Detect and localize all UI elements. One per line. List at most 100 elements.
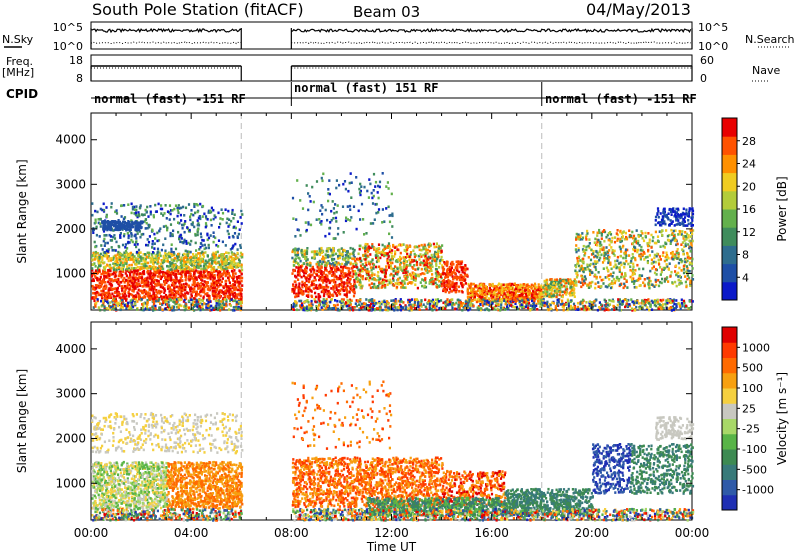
power-cell <box>320 251 323 254</box>
power-cell <box>435 276 438 279</box>
power-cell <box>387 255 390 258</box>
power-cell <box>228 295 231 298</box>
power-cell <box>218 275 221 279</box>
power-cell <box>367 249 370 252</box>
power-cell <box>512 286 515 290</box>
power-cell <box>496 294 499 297</box>
power-cell <box>163 283 166 286</box>
power-cell <box>216 283 219 287</box>
power-cell <box>157 279 160 283</box>
power-cell <box>181 253 185 257</box>
power-cell <box>207 236 211 240</box>
power-cell <box>119 256 122 259</box>
power-cell <box>300 275 303 279</box>
power-cell <box>117 222 120 226</box>
power-cell <box>108 287 111 290</box>
power-cell <box>186 250 189 253</box>
power-cell <box>208 297 211 300</box>
power-cell <box>295 254 298 257</box>
power-cell <box>291 290 294 293</box>
power-cell <box>220 253 223 256</box>
power-cell <box>151 229 154 232</box>
power-cell <box>238 228 241 231</box>
power-cell <box>215 251 218 254</box>
power-cell <box>239 281 242 285</box>
power-cell <box>205 269 208 272</box>
power-cell <box>379 267 382 271</box>
power-cell <box>240 209 243 213</box>
power-cell <box>661 277 664 281</box>
power-cell <box>340 271 343 275</box>
power-cell <box>117 274 120 278</box>
power-cell <box>429 279 432 282</box>
power-cell <box>103 234 106 237</box>
power-cell <box>230 255 233 259</box>
power-cell <box>405 276 409 279</box>
power-cell <box>231 208 234 212</box>
power-cell <box>400 268 403 271</box>
power-cell <box>200 267 203 271</box>
power-cell <box>340 247 343 250</box>
power-cell <box>223 269 226 273</box>
power-cell <box>235 266 238 269</box>
power-cell <box>603 239 606 243</box>
power-cell <box>115 212 119 215</box>
power-cell <box>218 296 221 300</box>
power-cell <box>406 264 410 267</box>
power-cell <box>181 226 184 230</box>
power-cell <box>179 266 183 269</box>
power-cell <box>136 258 139 262</box>
power-cell <box>460 260 464 263</box>
power-cell <box>384 286 387 289</box>
power-cell <box>99 293 102 296</box>
power-cell <box>352 262 355 266</box>
power-cell <box>213 270 216 273</box>
power-cell <box>237 232 240 236</box>
power-cell <box>206 288 209 291</box>
power-cell <box>196 230 199 234</box>
power-cell <box>179 213 182 217</box>
power-cell <box>128 228 131 231</box>
power-cell <box>307 295 310 298</box>
power-cell <box>514 287 518 291</box>
power-cell <box>457 276 460 280</box>
power-cell <box>392 243 395 247</box>
power-cell <box>390 261 393 265</box>
power-cell <box>620 275 623 279</box>
power-cell <box>168 204 172 207</box>
power-cell <box>195 292 198 296</box>
power-cell <box>361 267 364 270</box>
power-cell <box>173 286 176 290</box>
power-cell <box>393 284 396 287</box>
power-cell <box>442 266 445 269</box>
power-cell <box>221 240 224 244</box>
power-cell <box>394 272 397 275</box>
power-cell <box>624 272 627 275</box>
power-cell <box>98 278 102 281</box>
power-cell <box>211 267 214 271</box>
power-cell <box>175 254 178 258</box>
power-cell <box>517 290 520 293</box>
power-cell <box>451 275 454 278</box>
power-cell <box>324 273 327 277</box>
power-cell <box>443 261 446 264</box>
power-cell <box>347 254 350 258</box>
power-cell <box>331 262 335 265</box>
power-cell <box>343 293 346 296</box>
power-cell <box>190 255 193 259</box>
power-cell <box>440 281 443 284</box>
power-cell <box>235 256 238 259</box>
power-cell <box>404 286 407 289</box>
power-cell <box>118 281 121 284</box>
power-cell <box>294 257 297 260</box>
power-cell <box>126 281 129 284</box>
power-cell <box>192 297 195 300</box>
power-cell <box>355 265 358 269</box>
power-cell <box>335 294 338 297</box>
power-cell <box>335 275 338 278</box>
power-cell <box>103 291 106 295</box>
power-cell <box>172 293 175 297</box>
power-cell <box>319 286 322 289</box>
power-cell <box>427 255 430 259</box>
power-cell <box>212 208 215 212</box>
